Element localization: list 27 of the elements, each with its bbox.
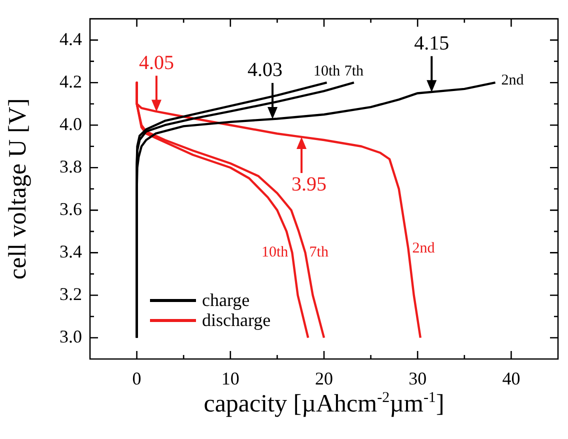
y-tick-label: 3.4 (60, 241, 82, 262)
annotation: 2nd (412, 240, 436, 256)
legend-label: discharge (202, 310, 271, 330)
annotation: 3.95 (292, 173, 327, 196)
annotation: 4.03 (248, 59, 283, 82)
y-tick-label: 3.2 (60, 284, 82, 304)
annotation: 4.05 (138, 52, 174, 74)
y-tick-label: 3.0 (60, 326, 82, 346)
x-tick-label: 20 (315, 368, 333, 389)
annotation: 2nd (501, 72, 524, 89)
y-tick-label: 4.4 (60, 28, 82, 49)
y-tick-label: 3.6 (60, 198, 82, 219)
y-axis-title: cell voltage U [V] (4, 98, 32, 280)
y-tick-label: 3.8 (60, 156, 82, 176)
legend-label: charge (202, 290, 250, 310)
x-tick-label: 0 (132, 368, 142, 389)
y-tick-label: 4.2 (60, 71, 82, 92)
annotation: 7th (309, 244, 329, 261)
y-tick-label: 4.0 (60, 114, 82, 134)
annotation: 7th (344, 64, 364, 80)
annotation: 10th (313, 64, 341, 80)
x-tick-label: 10 (221, 368, 240, 389)
x-tick-label: 30 (408, 368, 427, 389)
annotation: 4.15 (414, 32, 450, 54)
annotation: 10th (262, 244, 289, 261)
x-axis-title: capacity [µAhcm$^{-2}$µm$^{-1}$] (202, 390, 446, 418)
x-tick-label: 40 (502, 368, 520, 389)
